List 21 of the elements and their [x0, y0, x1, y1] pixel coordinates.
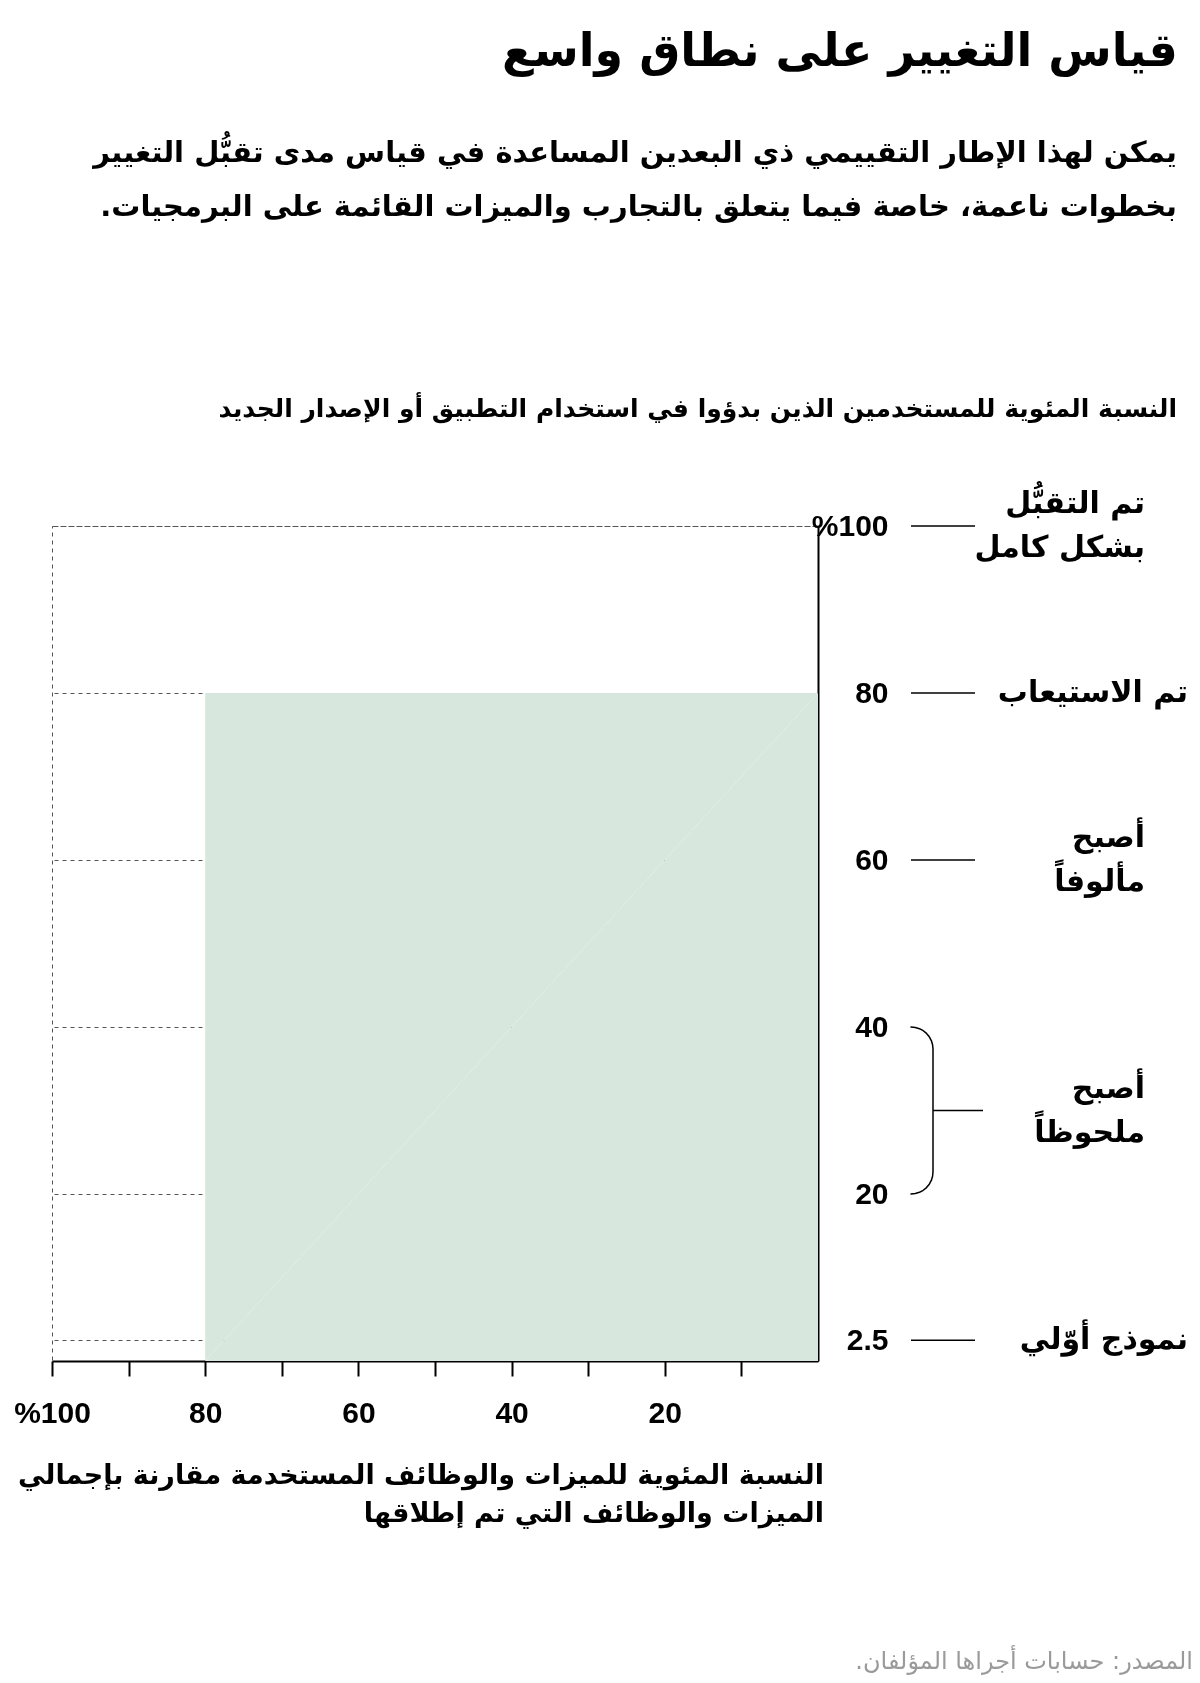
- y-axis-title: النسبة المئوية للمستخدمين الذين بدؤوا في استخدام التطبيق أو الإصدار الجديد: [218, 392, 1177, 424]
- y-tick-label: 80: [855, 675, 889, 709]
- y-tick-label: 40: [855, 1009, 889, 1043]
- text: تم الاستيعاب: [997, 674, 1188, 710]
- y-tick-label: 60: [855, 842, 889, 876]
- x-tick-label: 80: [189, 1395, 223, 1429]
- x-tick-label: 40: [495, 1395, 529, 1429]
- x-tick-label: 20: [648, 1395, 682, 1429]
- y-tick-label: 2.5: [846, 1322, 889, 1356]
- y-tick-label: %100: [811, 508, 889, 542]
- text: أصبح ملحوظاً: [1034, 1067, 1145, 1149]
- y-tick-label: 20: [855, 1176, 889, 1210]
- text: أصبح مألوفاً: [1054, 817, 1145, 898]
- x-axis-title: النسبة المئوية للميزات والوظائف المستخدمة مقارنة بإجمالي الميزات والوظائف التي تم إطلاقها: [18, 1459, 824, 1529]
- text: نموذج أوّلي: [1019, 1319, 1188, 1358]
- x-tick-label: %100: [14, 1395, 91, 1429]
- x-tick-label: 60: [342, 1395, 376, 1429]
- text: تم التقبُّل بشكل كامل: [974, 479, 1145, 564]
- chart-subtitle: يمكن لهذا الإطار التقييمي ذي البعدين المساعدة في قياس مدى تقبُّل التغيير بخطوات ناعمة، خاصة فيما يتعلق بالتجارب والميزات القائمة على البرمجيات.: [91, 130, 1177, 223]
- text: المصدر: حسابات أجراها المؤلفان.: [855, 1645, 1193, 1675]
- chart-title: قياس التغيير على نطاق واسع: [502, 23, 1178, 77]
